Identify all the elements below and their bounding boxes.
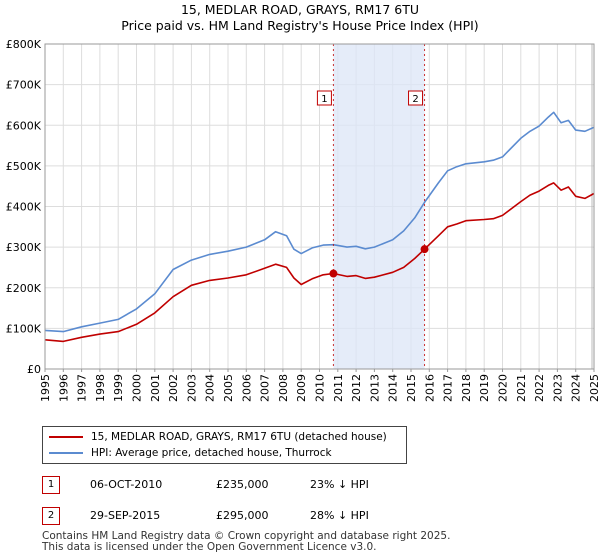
y-tick-label: £400K	[6, 201, 42, 214]
x-tick-label: 2006	[240, 374, 253, 402]
x-tick-label: 2016	[423, 374, 436, 402]
legend-swatch-property	[49, 436, 83, 438]
marker-box	[408, 90, 424, 106]
x-tick-label: 2013	[368, 374, 381, 402]
chart-title-block: 15, MEDLAR ROAD, GRAYS, RM17 6TU Price p…	[0, 2, 600, 34]
x-tick-label: 2012	[350, 374, 363, 402]
marker-label: 2	[412, 94, 418, 105]
x-tick-label: 2011	[332, 374, 345, 402]
marker-label: 1	[321, 94, 327, 105]
y-tick-label: £700K	[6, 79, 42, 92]
x-tick-label: 2023	[551, 374, 564, 402]
x-tick-label: 2003	[185, 374, 198, 402]
legend-item-property: 15, MEDLAR ROAD, GRAYS, RM17 6TU (detach…	[49, 429, 387, 445]
sale-point	[329, 269, 338, 278]
legend-swatch-hpi	[49, 452, 83, 454]
legend-label-hpi: HPI: Average price, detached house, Thur…	[91, 447, 332, 459]
y-tick-label: £800K	[6, 38, 42, 51]
series-line-property	[44, 182, 595, 343]
x-tick-label: 1995	[39, 374, 52, 402]
footer-line-2: This data is licensed under the Open Gov…	[42, 541, 377, 553]
legend-label-property: 15, MEDLAR ROAD, GRAYS, RM17 6TU (detach…	[91, 431, 387, 443]
marker-box	[316, 90, 332, 106]
x-tick-label: 1999	[112, 374, 125, 402]
axis-layer: £0 £100K £200K £300K £400K £500K £600K £700K £80…	[6, 38, 600, 402]
x-tick-label: 2009	[295, 374, 308, 402]
x-tick-label: 1996	[57, 374, 70, 402]
x-tick-label: 2022	[533, 374, 546, 402]
x-tick-label: 2004	[204, 374, 217, 402]
y-tick-label: £300K	[6, 241, 42, 254]
sale-hpi-delta: 28% ↓ HPI	[310, 509, 369, 522]
sale-badge: 1	[42, 476, 60, 494]
x-tick-label: 1998	[94, 374, 107, 402]
chart-subtitle: Price paid vs. HM Land Registry's House …	[121, 18, 479, 33]
x-tick-label: 2002	[167, 374, 180, 402]
sale-point	[420, 245, 429, 254]
x-tick-label: 2005	[222, 374, 235, 402]
legend-item-hpi: HPI: Average price, detached house, Thur…	[49, 445, 332, 461]
sale-price: £295,000	[216, 509, 269, 522]
sale-badge: 2	[42, 507, 60, 525]
x-tick-label: 2020	[497, 374, 510, 402]
x-tick-label: 2021	[515, 374, 528, 402]
series-line-hpi	[44, 111, 595, 333]
x-tick-label: 2024	[570, 374, 583, 402]
sale-price: £235,000	[216, 478, 269, 491]
sale-hpi-delta: 23% ↓ HPI	[310, 478, 369, 491]
legend: 15, MEDLAR ROAD, GRAYS, RM17 6TU (detach…	[42, 426, 407, 464]
x-tick-label: 2019	[478, 374, 491, 402]
x-tick-label: 2010	[314, 374, 327, 402]
x-tick-label: 2017	[442, 374, 455, 402]
y-tick-label: £600K	[6, 119, 42, 132]
footer-line-1: Contains HM Land Registry data © Crown c…	[42, 530, 451, 542]
y-tick-label: £100K	[6, 322, 42, 335]
x-tick-label: 2025	[588, 374, 600, 402]
x-tick-label: 2008	[277, 374, 290, 402]
x-tick-label: 2015	[405, 374, 418, 402]
chart-title: 15, MEDLAR ROAD, GRAYS, RM17 6TU	[180, 2, 420, 17]
sale-date: 29-SEP-2015	[90, 509, 161, 522]
y-tick-label: £500K	[6, 160, 42, 173]
x-tick-label: 2007	[259, 374, 272, 402]
y-tick-label: £0	[27, 363, 41, 376]
sale-date: 06-OCT-2010	[90, 478, 163, 491]
series-layer	[44, 111, 595, 343]
y-tick-label: £200K	[6, 282, 42, 295]
x-tick-label: 1997	[76, 374, 89, 402]
x-tick-label: 2018	[460, 374, 473, 402]
x-tick-label: 2001	[149, 374, 162, 402]
x-tick-label: 2000	[131, 374, 144, 402]
footer: Contains HM Land Registry data © Crown c…	[42, 531, 450, 553]
x-tick-label: 2014	[387, 374, 400, 402]
